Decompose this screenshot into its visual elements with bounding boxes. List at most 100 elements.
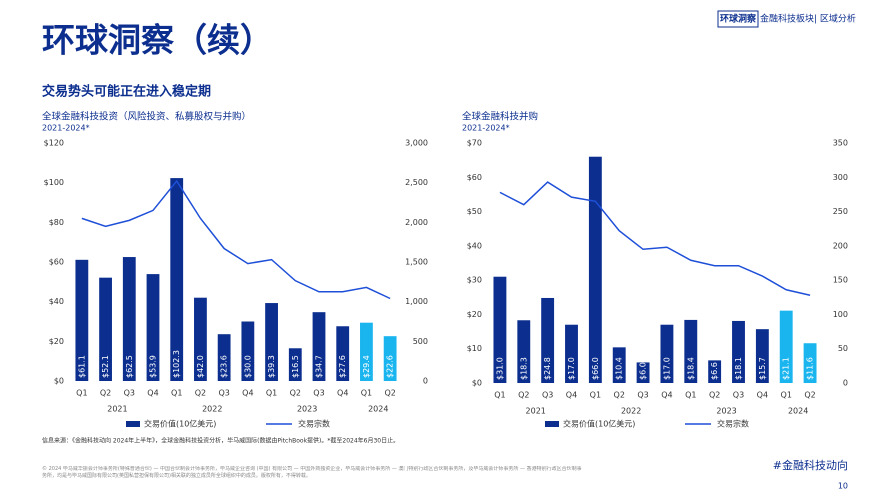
value-label: $31.0 [495, 357, 504, 380]
bar [146, 274, 160, 381]
x-tick-label: Q1 [361, 389, 372, 398]
x-tick-label: Q3 [124, 389, 135, 398]
chart-subtitle: 2021-2024* [462, 124, 510, 133]
value-label: $17.0 [662, 357, 671, 380]
x-group-label: 2023 [716, 407, 736, 416]
bar [732, 320, 745, 383]
x-tick-label: Q3 [218, 389, 229, 398]
value-label: $23.6 [220, 355, 229, 378]
legend-label: 交易价值(10亿美元) [144, 419, 216, 429]
x-tick-label: Q1 [171, 389, 182, 398]
y2-tick-label: 3,000 [405, 139, 428, 148]
x-tick-label: Q4 [566, 391, 577, 400]
value-label: $30.0 [243, 355, 252, 378]
x-tick-label: Q4 [337, 389, 348, 398]
bar [636, 362, 650, 383]
x-tick-label: Q2 [518, 391, 529, 400]
chart-title: 全球金融科技投资（风险投资、私募股权与并购） [42, 111, 251, 123]
y2-tick-label: 500 [413, 337, 428, 346]
bar [99, 277, 112, 381]
y-tick-label: $50 [467, 207, 482, 216]
title: 环球洞察（续） [42, 21, 273, 60]
y2-tick-label: 300 [833, 173, 848, 182]
y-tick-label: $100 [44, 178, 64, 187]
x-tick-label: Q2 [384, 389, 395, 398]
x-tick-label: Q3 [733, 391, 744, 400]
y-tick-label: $40 [49, 297, 64, 306]
chart-title: 全球金融科技并购 [462, 111, 538, 123]
x-group-label: 2021 [526, 407, 546, 416]
value-label: $27.6 [338, 355, 347, 378]
value-label: $24.8 [543, 357, 552, 380]
x-group-label: 2024 [368, 405, 388, 414]
bar [170, 178, 184, 381]
value-label: $21.1 [782, 357, 791, 380]
legend-swatch [545, 421, 559, 427]
x-tick-label: Q4 [661, 391, 672, 400]
legend-label: 交易价值(10亿美元) [563, 419, 635, 429]
x-tick-label: Q3 [637, 391, 648, 400]
y2-tick-label: 0 [843, 379, 848, 388]
bar [565, 324, 578, 383]
x-group-label: 2022 [202, 405, 222, 414]
x-group-label: 2023 [297, 405, 317, 414]
page-number: 10 [838, 482, 848, 491]
x-tick-label: Q1 [781, 391, 792, 400]
x-tick-label: Q2 [709, 391, 720, 400]
bar [493, 276, 507, 383]
value-label: $102.3 [172, 350, 181, 378]
y-tick-label: $40 [467, 241, 482, 250]
value-label: $18.4 [686, 357, 695, 380]
value-label: $29.4 [362, 355, 371, 378]
bar [241, 321, 255, 381]
y2-tick-label: 100 [833, 310, 848, 319]
value-label: $66.0 [591, 357, 600, 380]
bar [122, 257, 136, 381]
bar [75, 259, 89, 381]
hashtag: #金融科技动向 [773, 458, 848, 472]
y-tick-label: $60 [49, 258, 64, 267]
value-label: $10.4 [615, 357, 624, 380]
bar [517, 320, 531, 383]
bar [588, 156, 602, 383]
value-label: $6.0 [639, 362, 648, 380]
y-tick-label: $20 [49, 337, 64, 346]
brand: 环球洞察 [720, 13, 757, 25]
value-label: $62.5 [125, 355, 134, 378]
x-tick-label: Q4 [757, 391, 768, 400]
subtitle: 交易势头可能正在进入稳定期 [42, 84, 211, 100]
x-tick-label: Q4 [242, 389, 253, 398]
bar [360, 322, 373, 381]
bar [708, 360, 722, 383]
y2-tick-label: 2,000 [405, 218, 428, 227]
x-group-label: 2022 [621, 407, 641, 416]
x-group-label: 2024 [788, 407, 808, 416]
y2-tick-label: 50 [838, 344, 848, 353]
x-tick-label: Q1 [494, 391, 505, 400]
legal-box: © 2024 毕马威华振会计师事务所(特殊普通合伙) — 中国合伙制会计师事务所… [42, 466, 582, 479]
y2-tick-label: 250 [833, 207, 848, 216]
value-label: $53.9 [149, 355, 158, 378]
y2-tick-label: 350 [833, 139, 848, 148]
x-tick-label: Q1 [76, 389, 87, 398]
bar [383, 336, 397, 381]
source: 信息来源：《金融科技动向 2024年上半年》，全球金融科技投资分析，毕马威国际(… [42, 437, 399, 445]
bar [684, 319, 698, 383]
x-tick-label: Q2 [195, 389, 206, 398]
line [499, 181, 811, 296]
value-label: $42.0 [196, 355, 205, 378]
chart-subtitle: 2021-2024* [42, 124, 90, 133]
y-tick-label: $0 [54, 377, 64, 386]
bar [336, 326, 350, 381]
value-label: $18.1 [734, 357, 743, 380]
y2-tick-label: 150 [833, 276, 848, 285]
value-label: $39.3 [267, 355, 276, 378]
bar [312, 312, 326, 381]
legend-label: 交易宗数 [298, 419, 330, 429]
bar [779, 310, 793, 383]
x-tick-label: Q2 [614, 391, 625, 400]
y-tick-label: $0 [472, 379, 482, 388]
y2-tick-label: 1,500 [405, 258, 428, 267]
value-label: $6.6 [710, 362, 719, 380]
x-tick-label: Q3 [542, 391, 553, 400]
